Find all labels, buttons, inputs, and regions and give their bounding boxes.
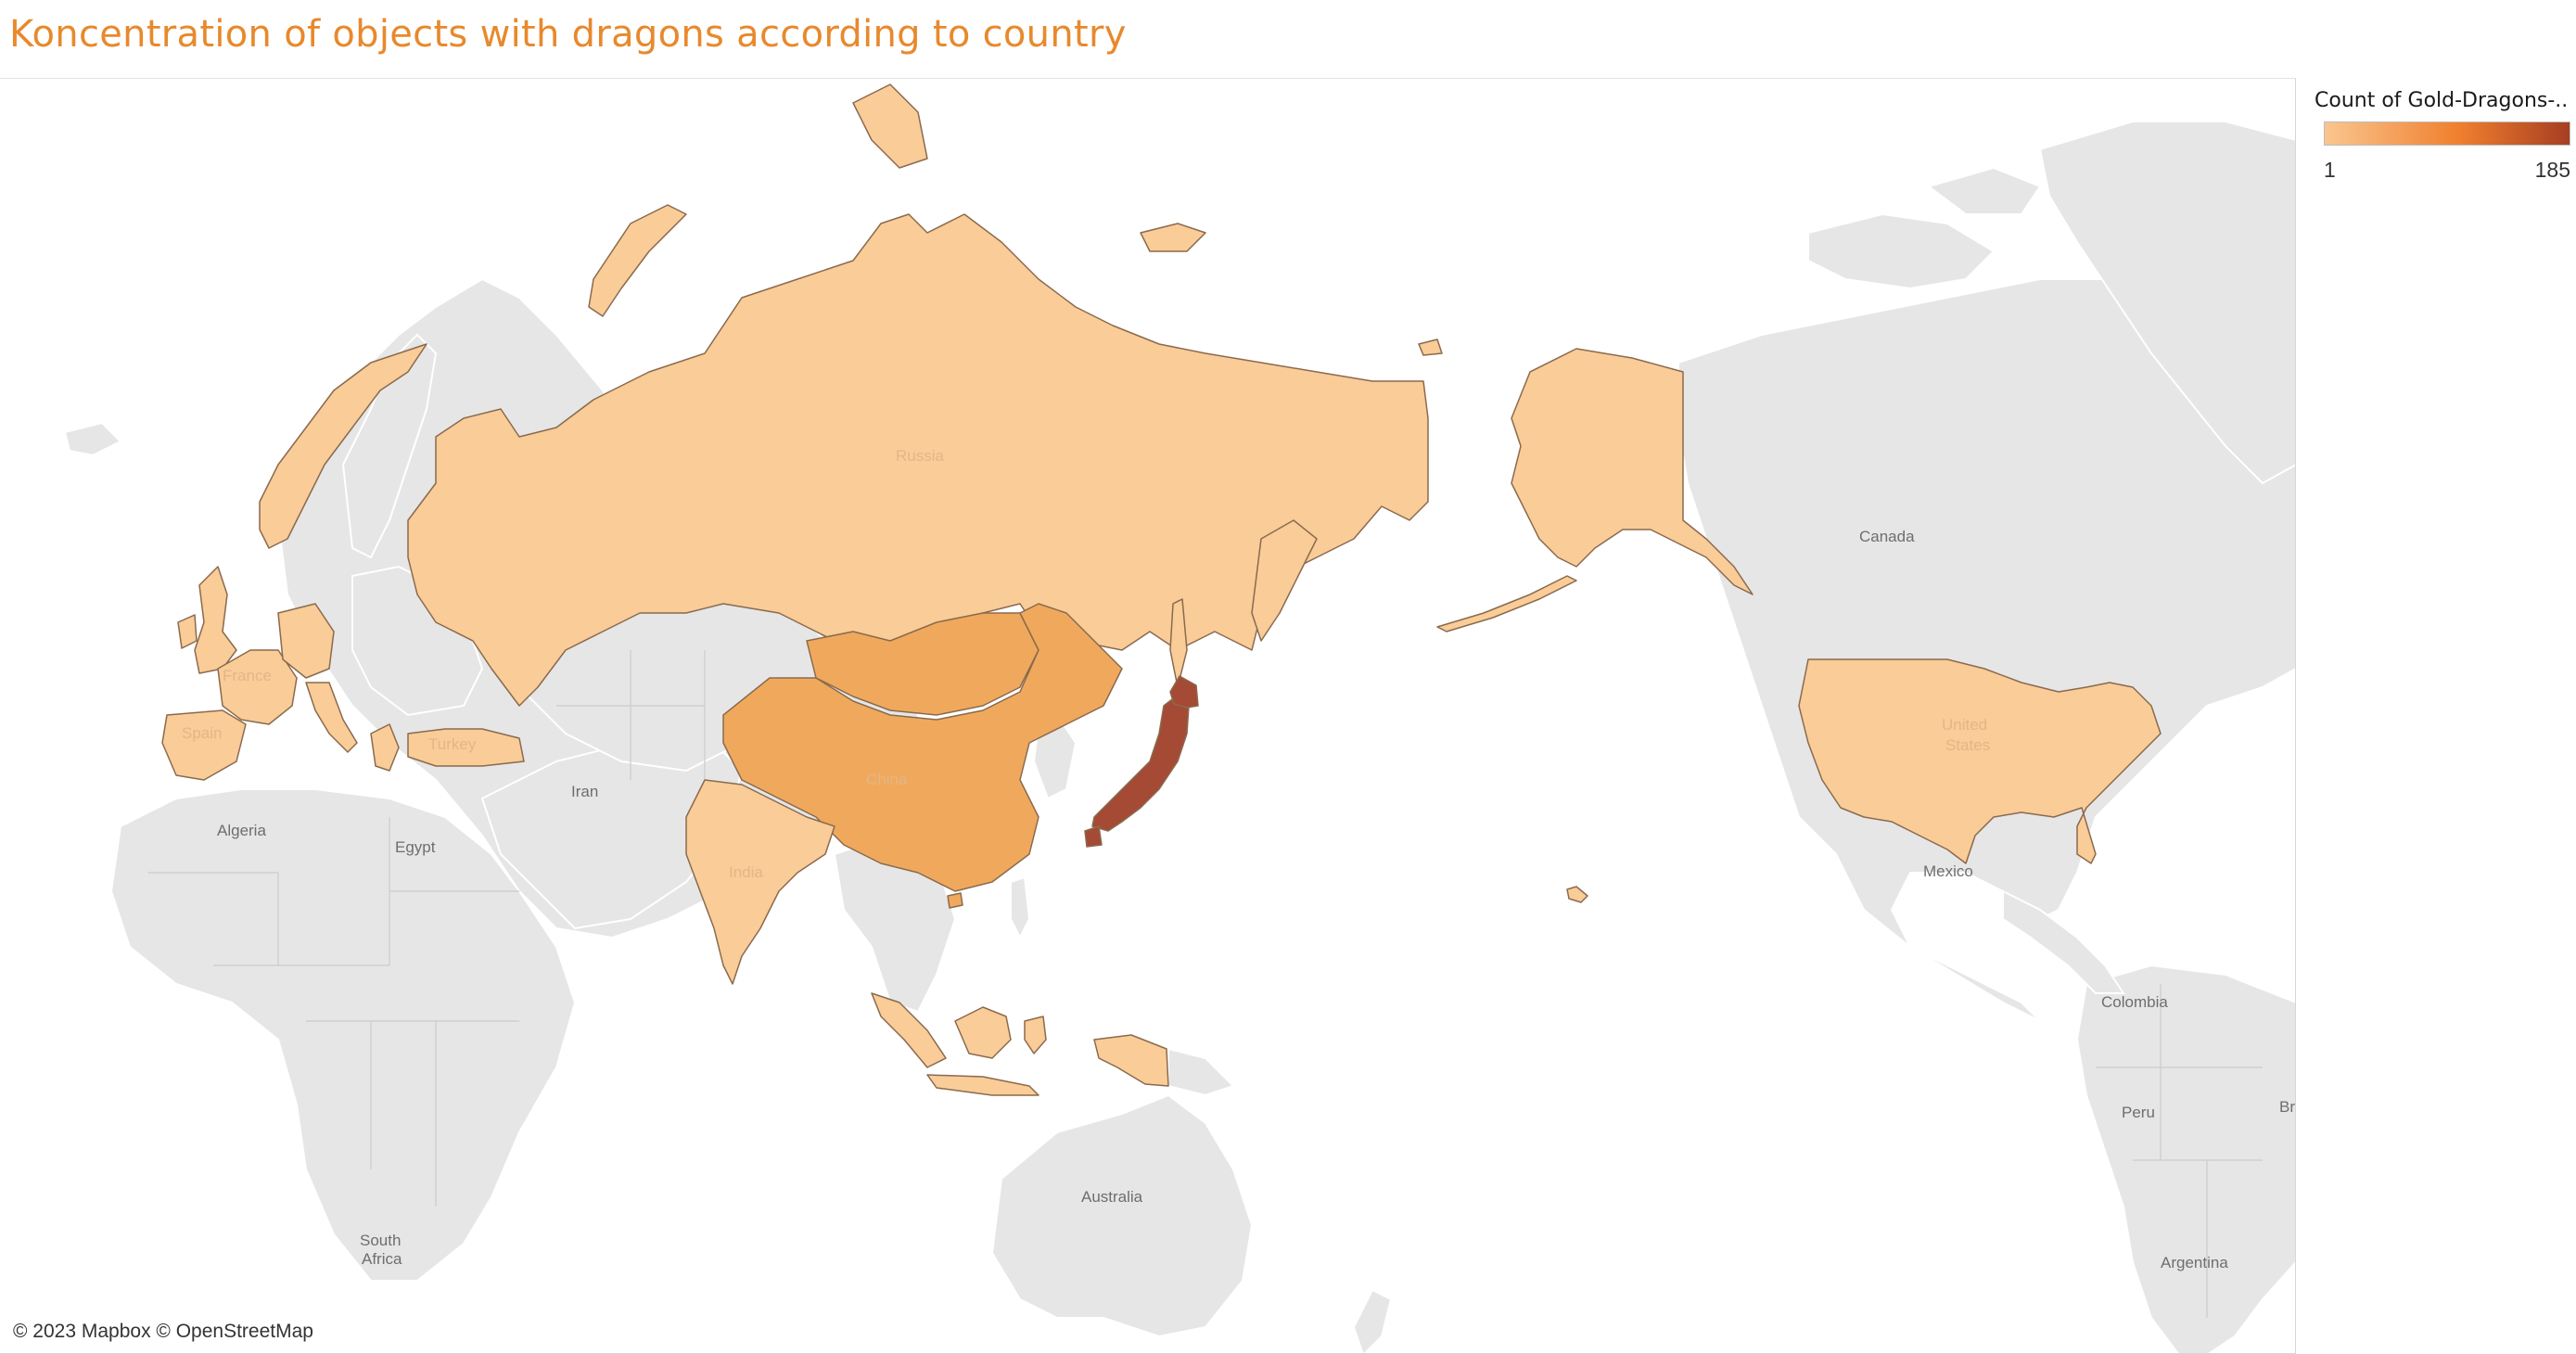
label-peru: Peru bbox=[2122, 1104, 2155, 1121]
country-indonesia-papua bbox=[1093, 1034, 1169, 1087]
land-papua-new-guinea bbox=[1167, 1047, 1235, 1097]
country-russia-kamchatka bbox=[1251, 519, 1318, 642]
land-iceland bbox=[63, 421, 122, 457]
country-mongolia[interactable] bbox=[806, 612, 1039, 716]
label-russia: Russia bbox=[896, 447, 945, 465]
land-philippines bbox=[1010, 875, 1031, 940]
country-united-states[interactable] bbox=[1798, 658, 2162, 864]
label-algeria: Algeria bbox=[217, 822, 266, 839]
land-arctic-islands bbox=[1807, 212, 1996, 290]
map-view[interactable]: Canada Russia China India Turkey France … bbox=[0, 78, 2296, 1354]
country-united-states-aleutians bbox=[1436, 575, 1577, 632]
land-arctic-islands-2 bbox=[1926, 166, 2042, 215]
label-australia: Australia bbox=[1081, 1188, 1143, 1206]
country-russia-nsib bbox=[1140, 223, 1206, 252]
legend-title: Count of Gold-Dragons-.. bbox=[2315, 89, 2569, 112]
country-ireland bbox=[177, 614, 198, 649]
country-japan[interactable] bbox=[1091, 696, 1190, 832]
label-iran: Iran bbox=[571, 783, 598, 800]
country-turkey[interactable] bbox=[407, 728, 525, 767]
country-indonesia-borneo bbox=[954, 1006, 1012, 1059]
label-south-africa-line2: Africa bbox=[362, 1250, 402, 1268]
label-argentina: Argentina bbox=[2161, 1254, 2228, 1271]
label-south-africa-line1: South bbox=[360, 1232, 401, 1249]
country-indonesia[interactable] bbox=[871, 992, 947, 1068]
label-colombia: Colombia bbox=[2101, 993, 2168, 1011]
country-russia-novaya-zemlya bbox=[588, 204, 687, 317]
country-united-states-hawaii bbox=[1566, 886, 1588, 903]
country-spain[interactable] bbox=[161, 709, 247, 781]
label-spain: Spain bbox=[182, 724, 222, 742]
legend-min-value: 1 bbox=[2324, 158, 2336, 182]
chart-title: Koncentration of objects with dragons ac… bbox=[9, 13, 1127, 56]
country-china[interactable] bbox=[722, 603, 1123, 892]
country-russia-wrangel bbox=[1418, 338, 1443, 356]
country-greece[interactable] bbox=[370, 723, 400, 772]
color-legend: Count of Gold-Dragons-.. 1 185 bbox=[2315, 89, 2570, 182]
label-china: China bbox=[866, 771, 908, 788]
label-mexico: Mexico bbox=[1923, 862, 1973, 880]
country-france[interactable] bbox=[217, 649, 298, 725]
label-usa-line1: United bbox=[1942, 716, 1987, 734]
label-usa-line2: States bbox=[1945, 736, 1990, 754]
country-russia-sakhalin bbox=[1169, 598, 1188, 688]
label-france: France bbox=[223, 667, 272, 684]
country-italy[interactable] bbox=[305, 682, 358, 753]
legend-max-value: 185 bbox=[2534, 158, 2570, 182]
country-japan-hokkaido bbox=[1169, 675, 1199, 709]
land-africa bbox=[109, 788, 577, 1282]
country-china-hainan bbox=[947, 892, 963, 909]
legend-gradient-bar bbox=[2324, 121, 2570, 146]
country-japan-kyushu bbox=[1084, 825, 1103, 848]
label-egypt: Egypt bbox=[395, 838, 436, 856]
map-attribution[interactable]: © 2023 Mapbox © OpenStreetMap bbox=[13, 1321, 313, 1342]
country-united-kingdom[interactable] bbox=[194, 566, 237, 674]
borders-africa bbox=[148, 817, 519, 1207]
label-brazil-partial: Br bbox=[2279, 1098, 2295, 1116]
label-india: India bbox=[729, 863, 763, 881]
land-greenland bbox=[2038, 121, 2295, 485]
borders-americas bbox=[2096, 984, 2263, 1318]
land-central-america bbox=[2002, 889, 2125, 994]
label-canada: Canada bbox=[1859, 528, 1915, 545]
country-indonesia-java bbox=[926, 1074, 1039, 1096]
country-united-states-alaska[interactable] bbox=[1511, 348, 1753, 595]
land-australia bbox=[990, 1093, 1254, 1338]
country-india[interactable] bbox=[685, 779, 835, 985]
country-indonesia-sulawesi bbox=[1024, 1016, 1047, 1054]
label-turkey: Turkey bbox=[428, 735, 477, 753]
country-norway[interactable] bbox=[259, 343, 427, 549]
country-russia[interactable] bbox=[407, 213, 1429, 707]
land-new-zealand bbox=[1352, 1288, 1393, 1353]
country-russia-islands bbox=[852, 83, 928, 169]
country-germany[interactable] bbox=[277, 603, 335, 679]
world-map[interactable]: Canada Russia China India Turkey France … bbox=[0, 79, 2296, 1354]
land-south-america bbox=[2075, 964, 2295, 1353]
